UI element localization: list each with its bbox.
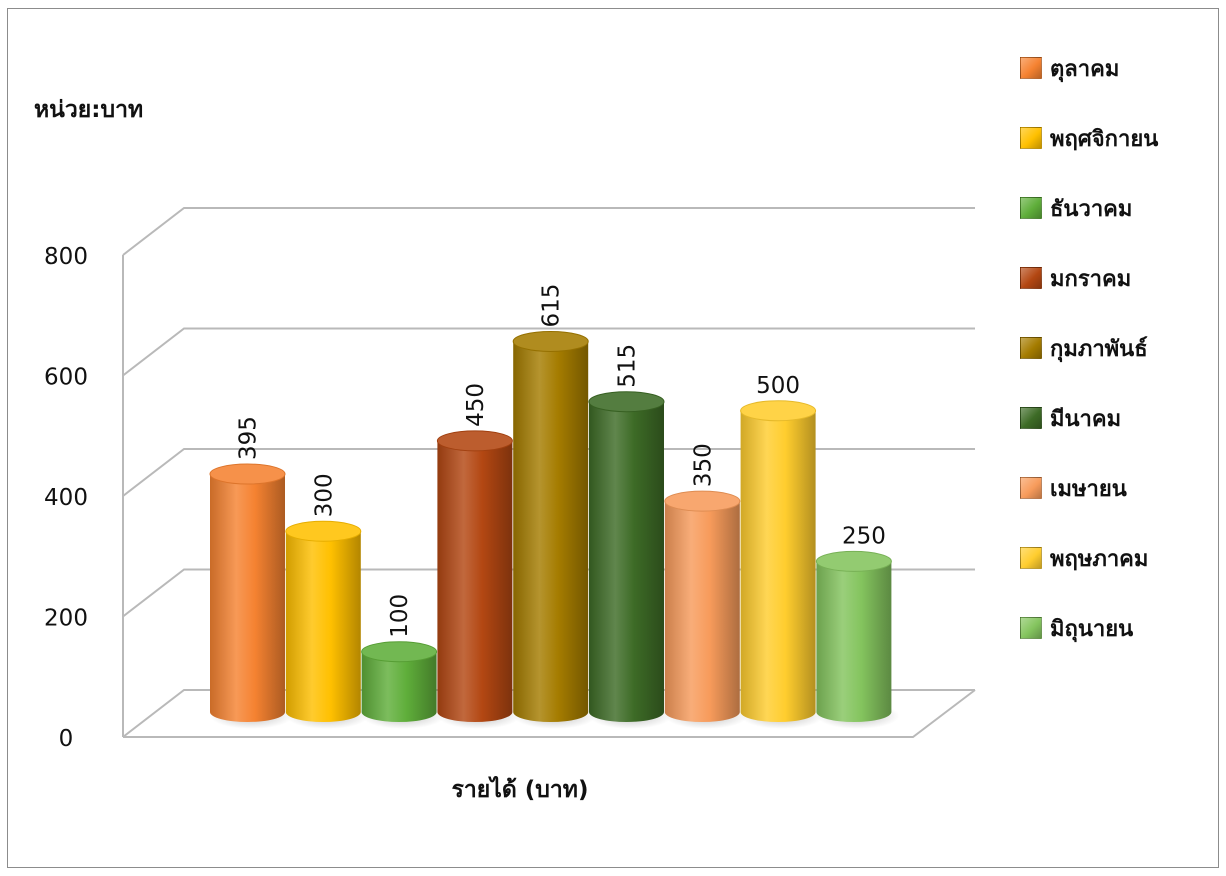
bar-5 [512,330,597,729]
bar-1 [209,463,293,729]
y-tick-label: 600 [44,365,88,391]
bar-top [285,520,362,542]
legend-item: มีนาคม [1020,398,1121,438]
bar-top [664,490,741,512]
legend-swatch [1020,337,1042,359]
bar-body [816,561,892,723]
bar-top [361,641,438,663]
bars [209,330,900,729]
legend-item: พฤศจิกายน [1020,118,1158,158]
legend-swatch [1020,617,1042,639]
legend-item: มิถุนายน [1020,608,1133,648]
bar-body [210,474,285,723]
bar-body [437,440,513,722]
data-label: 500 [756,373,800,399]
legend-label: พฤศจิกายน [1050,126,1159,152]
bar-top [512,330,589,352]
legend-swatch [1020,407,1042,429]
legend-label: เมษายน [1050,476,1127,502]
bar-3 [361,641,445,729]
legend-swatch [1020,477,1042,499]
legend-label: ตุลาคม [1050,56,1120,82]
legend-label: มกราคม [1050,266,1132,292]
bar-top [436,430,513,452]
bar-top [588,391,665,413]
unit-label: หน่วย:บาท [34,97,144,123]
gridline [122,207,975,256]
legend-swatch [1020,127,1042,149]
data-label: 300 [311,473,337,517]
bar-4 [436,430,521,729]
bar-7 [664,490,748,729]
legend-item: ตุลาคม [1020,48,1119,88]
legend-label: กุมภาพันธ์ [1050,336,1148,362]
bar-top [740,400,817,422]
data-label: 350 [690,443,716,487]
bar-body [664,501,740,723]
bar-2 [285,520,369,729]
bar-body [740,410,816,723]
legend-label: มีนาคม [1050,406,1122,432]
legend-swatch [1020,57,1042,79]
legend-item: พฤษภาคม [1020,538,1148,578]
bar-top [209,463,286,485]
y-tick-label: 400 [44,485,88,511]
bar-top [815,550,892,572]
legend-item: เมษายน [1020,468,1127,508]
legend-swatch [1020,267,1042,289]
bar-6 [588,391,672,729]
y-tick-label: 200 [44,606,88,632]
bar-9 [815,550,900,729]
legend-item: ธันวาคม [1020,188,1132,228]
x-axis-label: รายได้ (บาท) [451,777,589,803]
data-label: 100 [387,594,413,638]
legend-item: มกราคม [1020,258,1131,298]
y-tick-label: 0 [59,726,74,752]
gridline [122,327,975,377]
floor-edge [123,689,976,738]
gridline [122,448,975,497]
bar-body [361,651,437,723]
data-label: 250 [842,523,886,549]
legend-label: ธันวาคม [1050,196,1133,222]
data-label: 615 [539,284,565,328]
legend-label: พฤษภาคม [1050,546,1149,572]
bar-body [589,401,664,723]
y-tick-label: 800 [44,244,88,270]
data-label: 450 [463,383,489,427]
legend-label: มิถุนายน [1050,616,1134,642]
data-label: 515 [615,344,641,388]
data-label: 395 [236,416,262,460]
bar-8 [740,400,824,729]
bar-body [285,531,361,723]
legend-item: กุมภาพันธ์ [1020,328,1148,368]
legend-swatch [1020,547,1042,569]
bar-body [513,341,589,723]
legend-swatch [1020,197,1042,219]
